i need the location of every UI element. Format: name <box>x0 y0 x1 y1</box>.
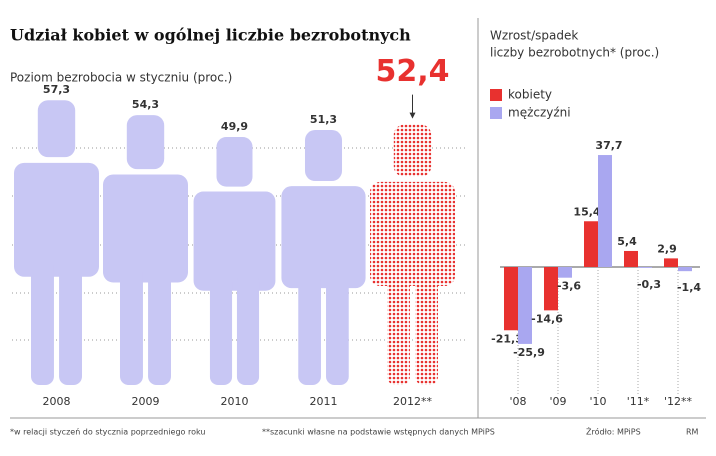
footnote: **szacunki własne na podstawie wstępnych… <box>262 428 495 437</box>
value-label: -21,3 <box>491 332 523 345</box>
bar <box>624 250 638 267</box>
figure <box>14 100 99 385</box>
source: Źródło: MPiPS <box>586 426 641 437</box>
bar <box>664 258 678 267</box>
value-label: 2,9 <box>657 242 677 255</box>
footnote: *w relacji styczeń do stycznia poprzedni… <box>10 428 205 437</box>
bar <box>638 267 652 268</box>
figure-head <box>393 124 432 177</box>
x-tick-label: 2010 <box>221 395 249 408</box>
x-tick-label: '10 <box>589 395 606 408</box>
figure-head <box>216 136 253 187</box>
value-label: -25,9 <box>513 346 545 359</box>
figure <box>370 124 455 385</box>
legend-swatch <box>490 89 502 101</box>
figure-leg <box>209 273 233 385</box>
bar <box>678 267 692 272</box>
x-tick-label: 2012** <box>393 395 432 408</box>
arrow-head <box>409 112 416 119</box>
figure-body <box>193 191 276 291</box>
value-label: 51,3 <box>310 113 337 126</box>
bar <box>558 267 572 278</box>
figure-head <box>37 100 76 158</box>
value-label: 37,7 <box>595 139 622 152</box>
legend-label: kobiety <box>508 88 552 102</box>
figure-leg <box>148 263 171 385</box>
credit: RM <box>686 428 699 437</box>
bar <box>544 267 558 311</box>
figure <box>193 136 276 385</box>
figure-leg <box>31 256 54 385</box>
value-label: 49,9 <box>221 120 248 133</box>
figure-head <box>126 115 165 170</box>
x-tick-label: '12** <box>664 395 693 408</box>
figure-leg <box>298 270 321 385</box>
value-label: -14,6 <box>531 312 563 325</box>
figure <box>281 130 366 385</box>
figure-leg <box>387 267 410 385</box>
figure-leg <box>120 263 143 385</box>
figure-leg <box>415 267 438 385</box>
figure-head <box>304 130 343 182</box>
x-tick-label: '09 <box>549 395 566 408</box>
chart-title: liczby bezrobotnych* (proc.) <box>490 46 659 60</box>
figure-leg <box>236 273 260 385</box>
x-tick-label: '11* <box>627 395 650 408</box>
x-tick-label: 2011 <box>310 395 338 408</box>
figure-body <box>281 186 366 289</box>
value-label: -0,3 <box>637 278 661 291</box>
title: Udział kobiet w ogólnej liczbie bezrobot… <box>10 26 411 45</box>
figure <box>103 115 188 385</box>
figure-leg <box>59 256 82 385</box>
figure-body <box>103 174 188 283</box>
subtitle: Poziom bezrobocia w styczniu (proc.) <box>10 71 232 85</box>
bar <box>518 267 532 344</box>
value-label: -1,4 <box>677 281 701 294</box>
chart-title: Wzrost/spadek <box>490 29 578 43</box>
x-tick-label: 2008 <box>43 395 71 408</box>
bar <box>598 155 612 267</box>
legend-swatch <box>490 107 502 119</box>
value-label: 5,4 <box>617 235 637 248</box>
bar <box>584 221 598 267</box>
value-label: 54,3 <box>132 98 159 111</box>
figure-leg <box>326 270 349 385</box>
value-label: 57,3 <box>43 83 70 96</box>
figure-body <box>370 181 455 287</box>
legend-label: mężczyźni <box>508 106 571 120</box>
figure-body <box>14 162 99 277</box>
value-label: -3,6 <box>557 280 581 293</box>
value-label: 52,4 <box>375 54 449 89</box>
value-label: 15,4 <box>573 205 600 218</box>
x-tick-label: 2009 <box>132 395 160 408</box>
bar <box>504 267 518 331</box>
x-tick-label: '08 <box>509 395 526 408</box>
